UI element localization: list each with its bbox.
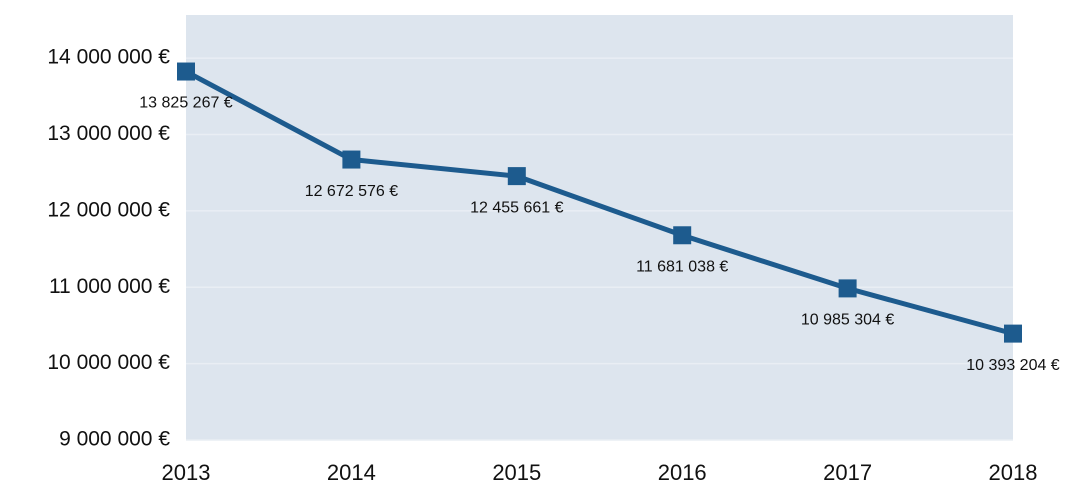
x-tick-label: 2014 [327, 460, 376, 485]
x-tick-label: 2016 [658, 460, 707, 485]
x-tick-label: 2013 [162, 460, 211, 485]
x-tick-label: 2018 [989, 460, 1038, 485]
marker [1004, 324, 1022, 343]
marker [342, 150, 361, 169]
line [184, 69, 1014, 337]
marker [177, 62, 195, 81]
data-label: 11 681 038 € [636, 258, 728, 275]
y-tick-label: 9 000 000 € [59, 428, 170, 451]
y-tick-label: 14 000 000 € [47, 46, 170, 69]
plot-area [186, 15, 1013, 440]
y-tick-label: 10 000 000 € [47, 351, 170, 374]
marker [673, 226, 692, 245]
data-label: 13 825 267 € [139, 95, 233, 112]
marker [507, 167, 526, 186]
data-label: 10 985 304 € [801, 312, 895, 329]
x-tick-label: 2017 [823, 460, 872, 485]
y-tick-label: 11 000 000 € [49, 275, 170, 298]
x-tick-label: 2015 [492, 460, 541, 485]
data-label: 10 393 204 € [966, 357, 1060, 374]
y-tick-label: 12 000 000 € [47, 198, 170, 221]
data-label: 12 455 661 € [470, 199, 564, 216]
y-tick-label: 13 000 000 € [47, 122, 170, 145]
marker [838, 279, 857, 298]
data-label: 12 672 576 € [305, 183, 399, 200]
